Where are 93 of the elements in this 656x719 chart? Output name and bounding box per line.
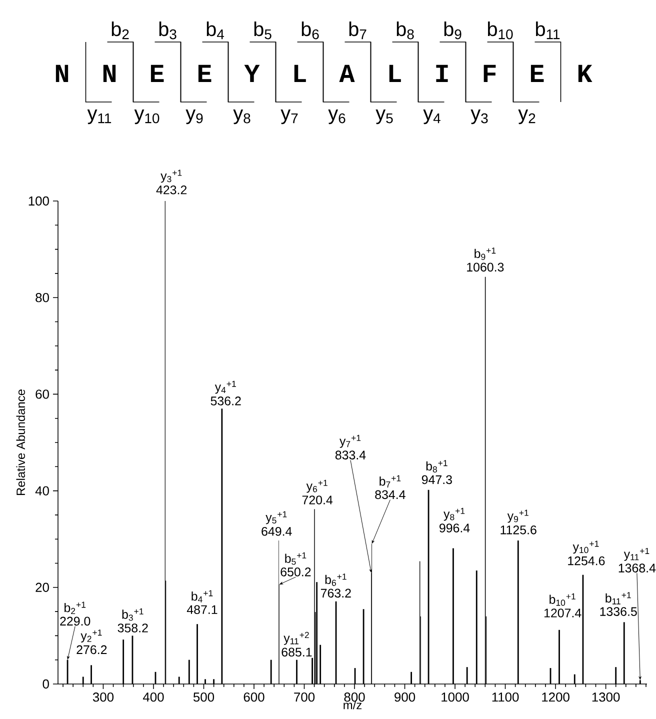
annotation: y$_{6}$+1 bbox=[306, 480, 328, 493]
x-tick-label: 700 bbox=[294, 692, 314, 702]
annotation: 996.4 bbox=[439, 524, 470, 532]
annotation: 1368.4 bbox=[618, 564, 656, 572]
annotation: y$_{10}$+1 bbox=[572, 540, 598, 554]
text: b$_{5}$ bbox=[254, 22, 272, 40]
annotation: 1060.3 bbox=[466, 262, 504, 272]
text: y$_{6}$ bbox=[328, 109, 346, 124]
y-tick-label: 80 bbox=[35, 293, 49, 302]
annotation: 1336.5 bbox=[600, 607, 637, 616]
annotation: 720.4 bbox=[302, 496, 332, 504]
y-tick-label: 100 bbox=[28, 196, 49, 206]
annotation: b$_{8}$+1 bbox=[426, 460, 448, 472]
text: K bbox=[578, 64, 592, 82]
annotation: 1207.4 bbox=[544, 608, 582, 618]
x-tick-label: 600 bbox=[244, 692, 264, 702]
x-tick-label: 1000 bbox=[441, 692, 469, 702]
text: y$_{10}$ bbox=[134, 109, 159, 124]
annotation: 834.4 bbox=[374, 490, 406, 500]
x-tick-label: 1200 bbox=[542, 692, 570, 702]
annotation: 650.2 bbox=[280, 568, 310, 576]
annotation: y$_{2}$+1 bbox=[80, 630, 102, 642]
annotation: 833.4 bbox=[335, 450, 366, 460]
annotation: y$_{11}$+1 bbox=[624, 548, 649, 561]
annotation: 1254.6 bbox=[568, 556, 604, 566]
annotation: y$_{8}$+1 bbox=[443, 508, 464, 521]
text: y$_{7}$ bbox=[280, 109, 298, 124]
annotation: b$_{11}$+1 bbox=[605, 592, 631, 604]
x-tick-label: 500 bbox=[193, 692, 214, 702]
annotation: 423.2 bbox=[156, 185, 186, 194]
text: b$_{9}$ bbox=[444, 22, 462, 40]
annotation: y$_{3}$+1 bbox=[160, 170, 182, 183]
x-axis-title: m/z bbox=[343, 700, 362, 710]
annotation: 649.4 bbox=[261, 526, 292, 536]
text: N bbox=[103, 64, 116, 82]
text: Y bbox=[244, 64, 260, 82]
text: b$_{11}$ bbox=[536, 22, 560, 40]
annotation: b$_{3}$+1 bbox=[122, 608, 144, 621]
annotation: 536.2 bbox=[210, 396, 241, 406]
annotation: b$_{5}$+1 bbox=[284, 552, 306, 565]
annotation: b$_{10}$+1 bbox=[549, 593, 576, 606]
annotation: 947.3 bbox=[422, 475, 452, 484]
text: y$_{9}$ bbox=[185, 109, 202, 124]
text: I bbox=[436, 64, 448, 82]
text: b$_{8}$ bbox=[396, 22, 414, 40]
annotation: 358.2 bbox=[118, 624, 148, 632]
annotation: b$_{7}$+1 bbox=[379, 475, 400, 488]
x-tick-label: 800 bbox=[344, 692, 365, 702]
x-tick-label: 300 bbox=[92, 692, 114, 702]
x-tick-label: 900 bbox=[394, 692, 415, 702]
text: E bbox=[198, 64, 211, 82]
text: N bbox=[56, 64, 68, 82]
text: b$_{6}$ bbox=[302, 22, 319, 40]
annotation: b$_{6}$+1 bbox=[325, 574, 346, 586]
annotation: y$_{11}$+2 bbox=[283, 632, 309, 645]
text: E bbox=[150, 64, 164, 82]
text: E bbox=[530, 64, 544, 82]
text: y$_{2}$ bbox=[518, 109, 535, 124]
text: L bbox=[389, 64, 401, 82]
annotation: 487.1 bbox=[186, 605, 217, 614]
annotation: 763.2 bbox=[320, 588, 351, 598]
text: y$_{8}$ bbox=[232, 109, 250, 124]
text: y$_{5}$ bbox=[375, 109, 393, 124]
annotation: 276.2 bbox=[76, 645, 106, 654]
y-tick-label: 60 bbox=[35, 390, 49, 399]
x-tick-label: 400 bbox=[142, 692, 164, 702]
y-tick-label: 0 bbox=[42, 679, 49, 689]
text: F bbox=[484, 64, 496, 82]
text: b$_{7}$ bbox=[349, 22, 366, 40]
annotation: y$_{5}$+1 bbox=[265, 511, 286, 524]
text: y$_{3}$ bbox=[470, 109, 488, 124]
annotation: b$_{2}$+1 bbox=[64, 602, 86, 614]
annotation: 1125.6 bbox=[500, 526, 536, 534]
annotation: b$_{4}$+1 bbox=[191, 590, 212, 602]
text: b$_{10}$ bbox=[488, 22, 513, 40]
x-tick-label: 1300 bbox=[592, 692, 620, 702]
annotation: 229.0 bbox=[60, 616, 90, 626]
annotation: y$_{4}$+1 bbox=[214, 380, 236, 394]
text: L bbox=[294, 64, 306, 82]
text: y$_{11}$ bbox=[87, 109, 111, 124]
text: y$_{4}$ bbox=[422, 109, 440, 124]
x-tick-label: 1100 bbox=[492, 692, 518, 702]
annotation: b$_{9}$+1 bbox=[474, 248, 496, 260]
y-axis-title: Relative Abundance bbox=[16, 390, 25, 496]
annotation: y$_{9}$+1 bbox=[507, 510, 528, 523]
text: b$_{4}$ bbox=[206, 22, 224, 40]
y-tick-label: 40 bbox=[35, 486, 49, 496]
text: b$_{3}$ bbox=[159, 22, 176, 40]
text: A bbox=[338, 64, 355, 82]
text: b$_{2}$ bbox=[112, 22, 128, 40]
y-tick-label: 20 bbox=[35, 582, 49, 592]
annotation: 685.1 bbox=[282, 648, 312, 657]
annotation: y$_{7}$+1 bbox=[339, 434, 360, 448]
